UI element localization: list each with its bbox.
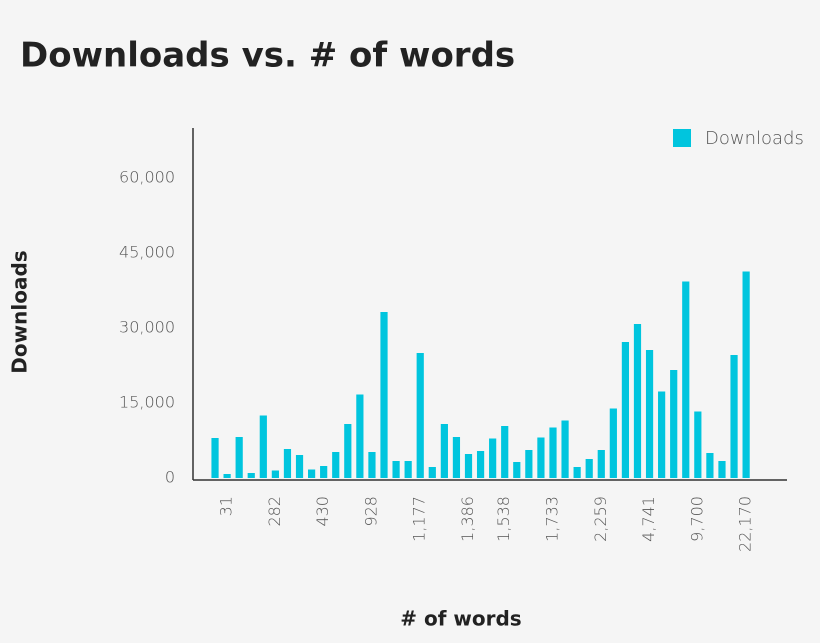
chart-title: Downloads vs. # of words <box>20 36 515 76</box>
bar <box>718 461 726 478</box>
bar <box>464 454 473 478</box>
y-tick-label: 0 <box>165 468 175 487</box>
y-tick-label: 60,000 <box>119 168 175 187</box>
bar <box>585 459 593 478</box>
bar <box>633 324 642 478</box>
bar <box>380 312 388 478</box>
bar <box>295 455 304 478</box>
x-axis-title: # of words <box>400 607 521 631</box>
bar <box>597 450 605 478</box>
bar <box>742 271 750 478</box>
x-tick-label: 1,177 <box>410 496 429 542</box>
bar <box>320 466 328 478</box>
bar <box>513 462 521 478</box>
bar <box>645 350 654 478</box>
bar <box>283 449 292 478</box>
bar <box>561 420 569 478</box>
x-tick-label: 430 <box>313 496 332 527</box>
bar <box>223 474 231 478</box>
x-tick-label: 1,733 <box>542 496 561 542</box>
x-tick-label: 282 <box>265 496 284 527</box>
bar <box>416 353 424 478</box>
bar <box>344 424 352 478</box>
bar <box>392 461 400 478</box>
y-tick-label: 15,000 <box>119 393 175 412</box>
x-tick-label: 1,386 <box>458 496 477 542</box>
x-tick-label: 1,538 <box>494 496 513 542</box>
bar <box>356 394 364 478</box>
bar <box>670 370 678 478</box>
x-tick-label: 928 <box>361 496 380 527</box>
legend-swatch <box>673 129 691 147</box>
bar <box>247 473 255 478</box>
bar <box>694 411 702 478</box>
bar <box>428 467 436 478</box>
bar <box>452 437 461 478</box>
bar <box>440 424 448 478</box>
bar <box>549 427 557 478</box>
bar <box>658 391 666 478</box>
x-tick-label: 4,741 <box>639 496 658 542</box>
x-tick-label: 2,259 <box>591 496 610 542</box>
bar <box>489 438 497 478</box>
bar <box>235 437 243 478</box>
bar <box>706 453 714 478</box>
bar <box>271 470 279 478</box>
bar <box>476 451 485 478</box>
bar <box>501 426 509 478</box>
y-axis-title: Downloads <box>8 250 32 373</box>
bar <box>259 415 267 478</box>
bar <box>621 342 630 478</box>
bar <box>573 467 581 478</box>
y-tick-label: 45,000 <box>119 243 175 262</box>
bar <box>307 469 316 478</box>
y-tick-label: 30,000 <box>119 318 175 337</box>
legend-label: Downloads <box>705 128 804 149</box>
bar <box>682 281 690 478</box>
x-tick-label: 31 <box>217 496 236 516</box>
bar <box>332 452 340 478</box>
bar <box>609 408 617 478</box>
x-tick-label: 22,170 <box>736 496 755 552</box>
bar <box>537 437 545 478</box>
bar <box>211 438 219 478</box>
x-tick-label: 9,700 <box>687 496 706 542</box>
bar <box>730 355 738 478</box>
bar <box>368 452 376 478</box>
bar <box>404 461 412 478</box>
bar <box>525 450 533 478</box>
